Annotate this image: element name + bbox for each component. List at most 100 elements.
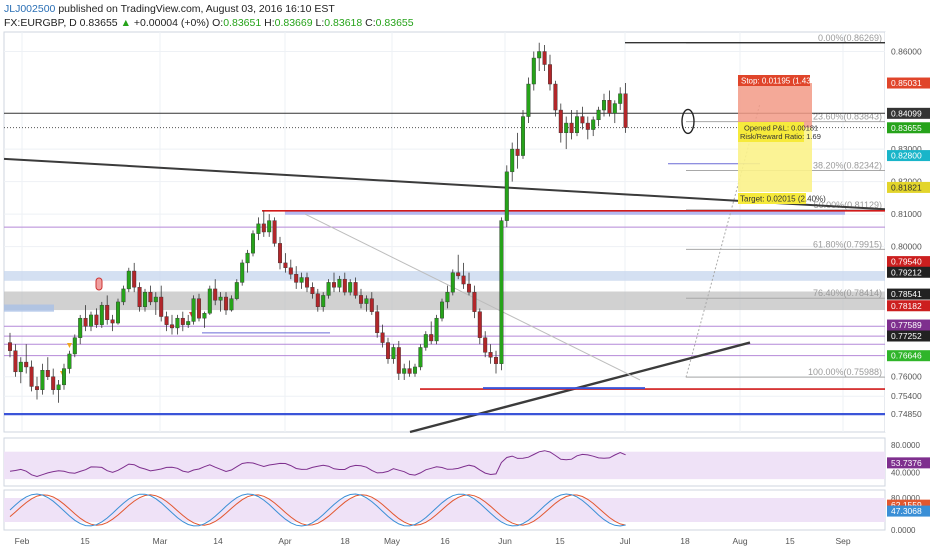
candle-body [337, 278, 342, 288]
candle-body [332, 282, 337, 288]
candle-body [148, 291, 153, 303]
resistance-zone [285, 210, 845, 215]
fib-level-label: 23.60%(0.83843) [813, 112, 882, 122]
price-tick-label: 0.80000 [891, 242, 922, 252]
candle-body [326, 282, 331, 296]
stoch-tick-label: 80.0000 [891, 494, 920, 503]
risk-reward-label: Risk/Reward Ratio: 1.69 [740, 132, 821, 141]
stoch-k-line [9, 493, 626, 527]
price-badge-label: 0.79540 [891, 257, 922, 267]
candle-body [488, 352, 493, 358]
price-badge-label: 0.83655 [891, 123, 922, 133]
open-value: 0.83651 [223, 17, 262, 29]
time-axis-label: 15 [785, 536, 795, 546]
candle-body [321, 295, 326, 307]
fib-level-label: 76.40%(0.78414) [813, 288, 882, 298]
price-badge [887, 350, 930, 362]
time-axis-label: Mar [153, 536, 168, 546]
price-badge [887, 266, 930, 278]
low-value: 0.83618 [324, 17, 363, 29]
time-axis-label: 18 [340, 536, 350, 546]
candle-body [558, 109, 563, 134]
price-badge-label: 0.76646 [891, 351, 922, 361]
candle-body [315, 293, 320, 307]
time-axis-label: 14 [213, 536, 223, 546]
candle-body [423, 334, 428, 348]
stoch-d-line [9, 494, 626, 526]
author-link[interactable]: JLJ002500 [4, 3, 56, 15]
open-label: O: [212, 17, 224, 29]
highlight-ellipse [681, 108, 695, 135]
candle-body [342, 278, 347, 293]
candle-body [159, 296, 164, 317]
candle-body [191, 298, 196, 322]
rsi-badge [887, 457, 930, 469]
candle-body [369, 298, 374, 312]
price-tick-label: 0.83000 [891, 144, 922, 154]
candle-body [623, 93, 628, 128]
candle-body [223, 296, 228, 311]
candle-body [229, 298, 234, 311]
zone-blue-left [4, 304, 54, 312]
up-arrow-icon: ▲ [120, 17, 131, 29]
candle-body [483, 337, 488, 353]
candle-body [591, 119, 596, 130]
rsi-value-label: 53.7376 [891, 458, 922, 468]
publish-header: JLJ002500 published on TradingView.com, … [4, 3, 335, 15]
stop-zone [738, 83, 812, 128]
stoch-k-value-label: 47.3068 [891, 506, 922, 516]
candle-body [413, 366, 418, 374]
candle-body [218, 296, 223, 301]
pnl-label-box [738, 122, 804, 142]
time-axis-label: 18 [680, 536, 690, 546]
candle-body [18, 361, 23, 373]
candle-body [418, 347, 423, 368]
candle-body [310, 287, 315, 294]
price-tick-label: 0.76000 [891, 372, 922, 382]
stoch-d-badge [887, 499, 930, 511]
price-tick-label: 0.82000 [891, 177, 922, 187]
stoch-k-badge [887, 505, 930, 517]
candle-body [531, 57, 536, 85]
candle-body [575, 116, 580, 134]
candle-body [602, 100, 607, 111]
time-axis-label: May [384, 536, 401, 546]
candle-body [278, 243, 283, 264]
support-zone-blue [4, 271, 885, 281]
candle-body [391, 347, 396, 360]
candle-body [380, 332, 385, 343]
candle-body [256, 223, 261, 234]
candle-body [180, 317, 185, 325]
candle-body [537, 51, 542, 59]
time-axis-label: 15 [555, 536, 565, 546]
candle-body [137, 287, 142, 307]
candle-body [164, 316, 169, 325]
candle-body [72, 337, 77, 355]
candle-body [121, 288, 126, 303]
high-label: H: [264, 17, 275, 29]
candle-body [169, 324, 174, 329]
candle-body [272, 220, 277, 244]
candle-body [78, 317, 83, 338]
close-value: 0.83655 [375, 17, 414, 29]
candle-body [88, 314, 93, 327]
candle-body [375, 311, 380, 334]
price-badge-label: 0.82800 [891, 151, 922, 161]
candle-body [618, 93, 623, 104]
candle-body [186, 321, 191, 325]
candle-body [7, 342, 12, 351]
symbol-label[interactable]: FX:EURGBP, D [4, 17, 77, 29]
fib-level-label: 100.00%(0.75988) [808, 367, 882, 377]
down-triangle-icon [67, 343, 72, 348]
candle-body [386, 342, 391, 360]
time-axis-label: 16 [440, 536, 450, 546]
candle-body [62, 368, 67, 386]
candle-body [110, 319, 115, 324]
price-badge-label: 0.78182 [891, 301, 922, 311]
price-badge-label: 0.84099 [891, 108, 922, 118]
price-badge-label: 0.77589 [891, 320, 922, 330]
candle-body [467, 283, 472, 293]
price-badge [887, 330, 930, 342]
